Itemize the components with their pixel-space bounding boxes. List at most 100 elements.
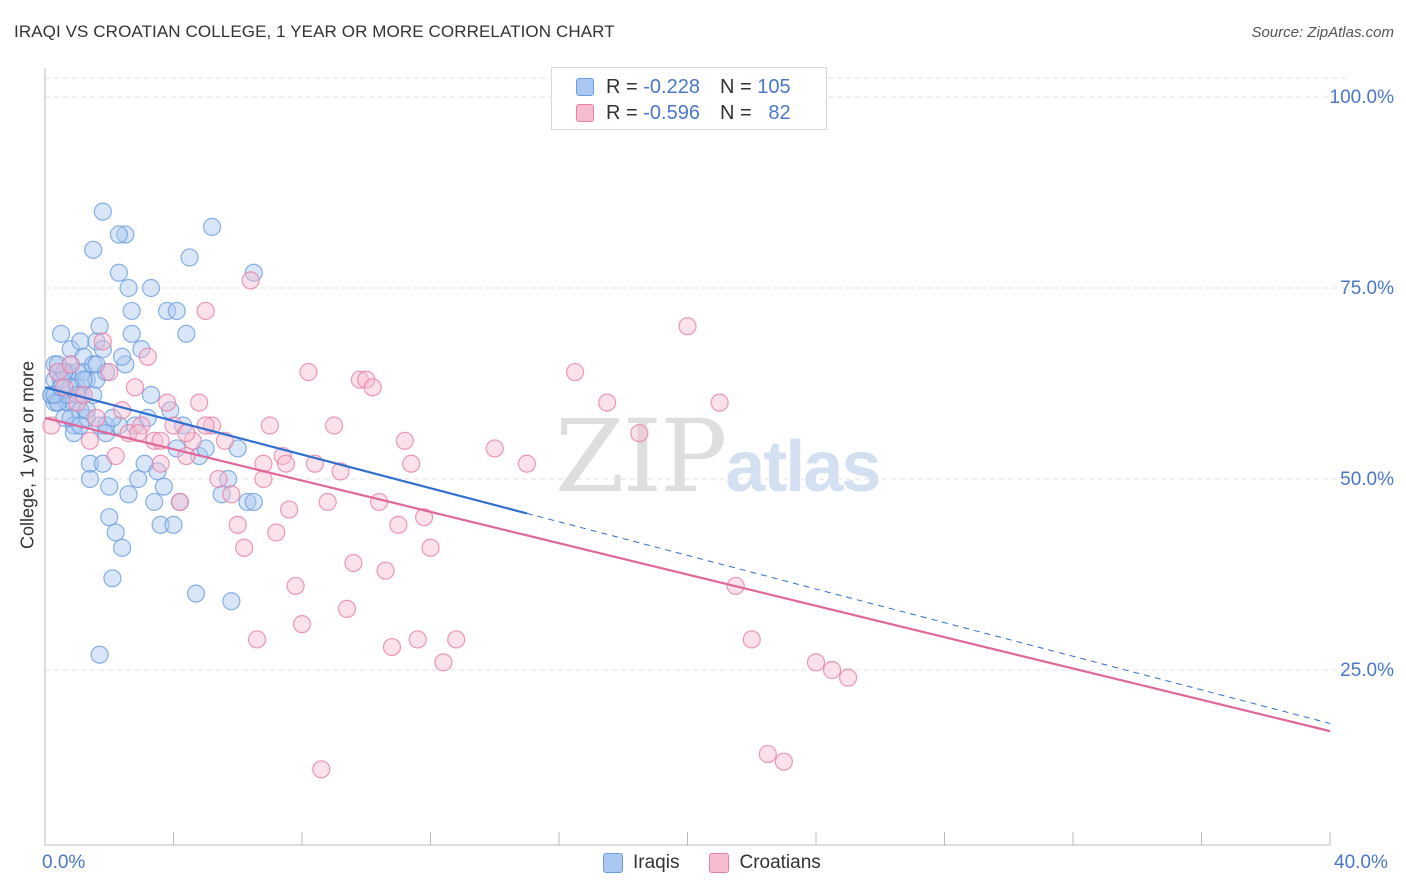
data-point-croatians <box>408 630 427 649</box>
x-tick-label-max: 40.0% <box>1334 852 1388 873</box>
data-point-croatians <box>376 561 395 580</box>
data-point-croatians <box>806 653 826 672</box>
data-point-iraqis <box>132 340 151 359</box>
data-point-croatians <box>678 317 697 336</box>
data-point-croatians <box>337 599 357 618</box>
data-point-croatians <box>630 424 649 443</box>
legend-n-value-iraqis: 105 <box>757 75 791 98</box>
data-point-croatians <box>276 454 296 473</box>
data-point-iraqis <box>100 477 119 496</box>
data-point-croatians <box>299 362 318 382</box>
data-point-iraqis <box>119 485 138 504</box>
legend-n-value-croatians: 82 <box>768 101 791 124</box>
data-point-iraqis <box>222 592 241 611</box>
data-point-croatians <box>434 653 453 672</box>
data-point-iraqis <box>244 492 263 512</box>
data-point-croatians <box>421 538 440 557</box>
data-point-croatians <box>222 485 241 504</box>
watermark-atlas: atlas <box>725 427 881 507</box>
legend-row-croatians: R = -0.596 N = 82 <box>576 101 791 125</box>
data-point-iraqis <box>157 301 177 321</box>
data-point-croatians <box>318 492 337 512</box>
data-point-croatians <box>839 668 858 687</box>
series-swatch-croatians <box>709 853 730 873</box>
data-point-croatians <box>100 362 119 382</box>
data-point-croatians <box>344 553 363 573</box>
data-point-croatians <box>485 439 504 458</box>
data-point-croatians <box>710 393 729 412</box>
data-point-croatians <box>363 378 382 397</box>
data-point-iraqis <box>90 645 109 664</box>
data-point-iraqis <box>106 523 125 542</box>
data-point-iraqis <box>87 332 106 351</box>
data-point-iraqis <box>129 469 148 489</box>
data-point-croatians <box>447 630 466 649</box>
data-point-iraqis <box>74 370 93 389</box>
data-point-croatians <box>157 393 177 412</box>
series-swatch-iraqis <box>603 853 623 873</box>
data-point-croatians <box>598 393 617 412</box>
data-point-iraqis <box>112 538 132 557</box>
data-point-croatians <box>93 332 112 351</box>
data-point-croatians <box>247 630 267 649</box>
trendline-croatians <box>44 416 1331 733</box>
data-point-croatians <box>138 347 157 366</box>
data-point-iraqis <box>164 515 183 534</box>
data-point-croatians <box>286 576 305 596</box>
series-legend-iraqis[interactable]: Iraqis <box>603 852 679 874</box>
y-tick-label-25: 25.0% <box>1340 660 1394 681</box>
data-point-croatians <box>280 500 299 519</box>
data-point-croatians <box>414 508 434 527</box>
trendline-iraqis <box>44 386 528 515</box>
data-point-croatians <box>395 431 414 450</box>
data-point-iraqis <box>212 485 231 504</box>
data-point-iraqis <box>180 248 199 267</box>
data-point-iraqis <box>112 347 132 366</box>
data-point-croatians <box>106 446 125 466</box>
data-point-iraqis <box>90 317 109 336</box>
data-point-iraqis <box>177 324 196 343</box>
data-point-croatians <box>61 355 80 374</box>
data-point-croatians <box>758 744 777 764</box>
data-point-iraqis <box>55 362 74 382</box>
data-point-croatians <box>325 416 344 435</box>
data-point-iraqis <box>141 278 161 298</box>
data-point-iraqis <box>103 569 122 588</box>
data-point-croatians <box>267 523 286 542</box>
watermark-zip: ZIP <box>555 398 727 515</box>
data-point-croatians <box>80 431 100 450</box>
y-tick-label-75: 75.0% <box>1340 278 1394 299</box>
data-point-iraqis <box>109 225 128 244</box>
legend-r-value-croatians: -0.596 <box>643 101 700 124</box>
data-point-iraqis <box>109 263 128 282</box>
data-point-croatians <box>357 370 376 389</box>
chart-title: IRAQI VS CROATIAN COLLEGE, 1 YEAR OR MOR… <box>14 22 615 41</box>
data-point-croatians <box>402 454 421 473</box>
data-point-iraqis <box>93 340 112 359</box>
data-point-iraqis <box>68 362 87 382</box>
data-point-iraqis <box>145 492 164 512</box>
data-point-croatians <box>312 760 331 779</box>
series-label-croatians: Croatians <box>739 852 821 873</box>
data-point-croatians <box>292 615 312 634</box>
data-point-iraqis <box>119 278 138 298</box>
y-tick-label-100: 100.0% <box>1329 87 1394 108</box>
data-point-croatians <box>125 378 145 397</box>
data-point-croatians <box>196 301 215 321</box>
legend-n-label: N = <box>719 101 752 124</box>
data-point-iraqis <box>154 477 173 496</box>
data-point-croatians <box>565 362 585 382</box>
data-point-croatians <box>190 393 209 412</box>
trendline-extension-iraqis <box>526 512 1331 724</box>
data-point-croatians <box>177 424 196 443</box>
data-point-croatians <box>774 752 793 771</box>
data-point-croatians <box>382 637 402 657</box>
series-label-iraqis: Iraqis <box>633 852 680 873</box>
data-point-iraqis <box>48 355 67 374</box>
legend-row-iraqis: R = -0.228 N = 105 <box>576 75 791 99</box>
data-point-iraqis <box>202 217 222 236</box>
data-point-iraqis <box>80 454 100 473</box>
x-tick-label-min: 0.0% <box>42 852 86 873</box>
series-legend-croatians[interactable]: Croatians <box>709 852 821 874</box>
